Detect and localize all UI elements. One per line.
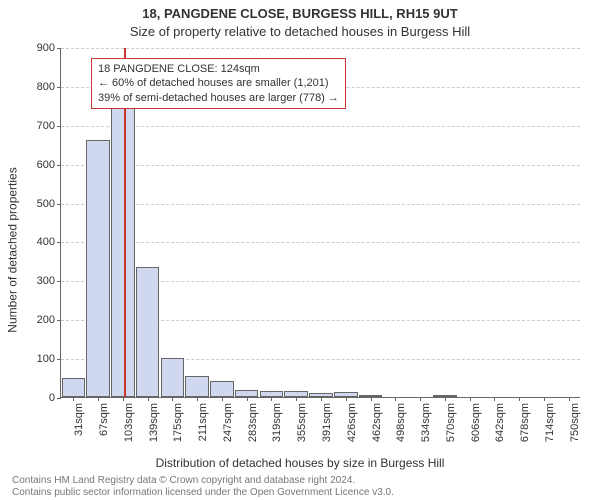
histogram-bar xyxy=(62,378,86,397)
chart-title-desc: Size of property relative to detached ho… xyxy=(0,24,600,39)
annotation-line: 39% of semi-detached houses are larger (… xyxy=(98,91,339,105)
xtick-label: 426sqm xyxy=(346,403,358,442)
xtick-mark xyxy=(123,397,124,401)
histogram-bar xyxy=(235,390,259,397)
ytick-label: 400 xyxy=(37,236,61,248)
xtick-label: 355sqm xyxy=(296,403,308,442)
xtick-mark xyxy=(346,397,347,401)
xtick-label: 678sqm xyxy=(519,403,531,442)
ytick-label: 100 xyxy=(37,353,61,365)
xtick-mark xyxy=(371,397,372,401)
ytick-label: 700 xyxy=(37,120,61,132)
xtick-mark xyxy=(73,397,74,401)
xtick-mark xyxy=(420,397,421,401)
xtick-mark xyxy=(519,397,520,401)
xtick-label: 714sqm xyxy=(544,403,556,442)
gridline-h xyxy=(61,242,580,243)
xtick-label: 642sqm xyxy=(494,403,506,442)
ytick-label: 900 xyxy=(37,42,61,54)
ytick-label: 600 xyxy=(37,159,61,171)
ytick-label: 300 xyxy=(37,275,61,287)
x-axis-label: Distribution of detached houses by size … xyxy=(0,456,600,470)
xtick-mark xyxy=(271,397,272,401)
chart-title-address: 18, PANGDENE CLOSE, BURGESS HILL, RH15 9… xyxy=(0,6,600,21)
gridline-h xyxy=(61,165,580,166)
xtick-label: 606sqm xyxy=(470,403,482,442)
gridline-h xyxy=(61,204,580,205)
xtick-label: 139sqm xyxy=(148,403,160,442)
annotation-line: 18 PANGDENE CLOSE: 124sqm xyxy=(98,62,339,76)
histogram-bar xyxy=(111,94,135,397)
xtick-mark xyxy=(172,397,173,401)
gridline-h xyxy=(61,48,580,49)
histogram-bar xyxy=(86,140,110,397)
xtick-label: 247sqm xyxy=(222,403,234,442)
xtick-mark xyxy=(544,397,545,401)
xtick-mark xyxy=(395,397,396,401)
xtick-label: 534sqm xyxy=(420,403,432,442)
xtick-label: 391sqm xyxy=(321,403,333,442)
xtick-label: 319sqm xyxy=(271,403,283,442)
annotation-line: ← 60% of detached houses are smaller (1,… xyxy=(98,76,339,90)
xtick-mark xyxy=(222,397,223,401)
xtick-label: 175sqm xyxy=(172,403,184,442)
xtick-mark xyxy=(148,397,149,401)
histogram-bar xyxy=(210,381,234,397)
ytick-label: 500 xyxy=(37,198,61,210)
annotation-box: 18 PANGDENE CLOSE: 124sqm← 60% of detach… xyxy=(91,58,346,109)
xtick-label: 570sqm xyxy=(445,403,457,442)
xtick-mark xyxy=(296,397,297,401)
xtick-label: 462sqm xyxy=(371,403,383,442)
xtick-mark xyxy=(569,397,570,401)
footer-licence: Contains public sector information licen… xyxy=(12,487,394,498)
xtick-label: 283sqm xyxy=(247,403,259,442)
ytick-label: 200 xyxy=(37,314,61,326)
xtick-mark xyxy=(470,397,471,401)
xtick-label: 498sqm xyxy=(395,403,407,442)
y-axis-label: Number of detached properties xyxy=(6,0,20,500)
gridline-h xyxy=(61,126,580,127)
xtick-mark xyxy=(321,397,322,401)
xtick-mark xyxy=(197,397,198,401)
xtick-mark xyxy=(98,397,99,401)
xtick-mark xyxy=(445,397,446,401)
histogram-bar xyxy=(185,376,209,397)
plot-area: 010020030040050060070080090031sqm67sqm10… xyxy=(60,48,580,398)
xtick-label: 750sqm xyxy=(569,403,581,442)
xtick-label: 103sqm xyxy=(123,403,135,442)
ytick-label: 0 xyxy=(49,392,61,404)
xtick-label: 211sqm xyxy=(197,403,209,441)
footer-copyright: Contains HM Land Registry data © Crown c… xyxy=(12,475,355,486)
ytick-label: 800 xyxy=(37,81,61,93)
y-axis-label-text: Number of detached properties xyxy=(6,167,20,332)
xtick-label: 67sqm xyxy=(98,403,110,436)
xtick-mark xyxy=(494,397,495,401)
histogram-bar xyxy=(136,267,160,397)
histogram-bar xyxy=(161,358,185,397)
xtick-label: 31sqm xyxy=(73,403,85,436)
xtick-mark xyxy=(247,397,248,401)
